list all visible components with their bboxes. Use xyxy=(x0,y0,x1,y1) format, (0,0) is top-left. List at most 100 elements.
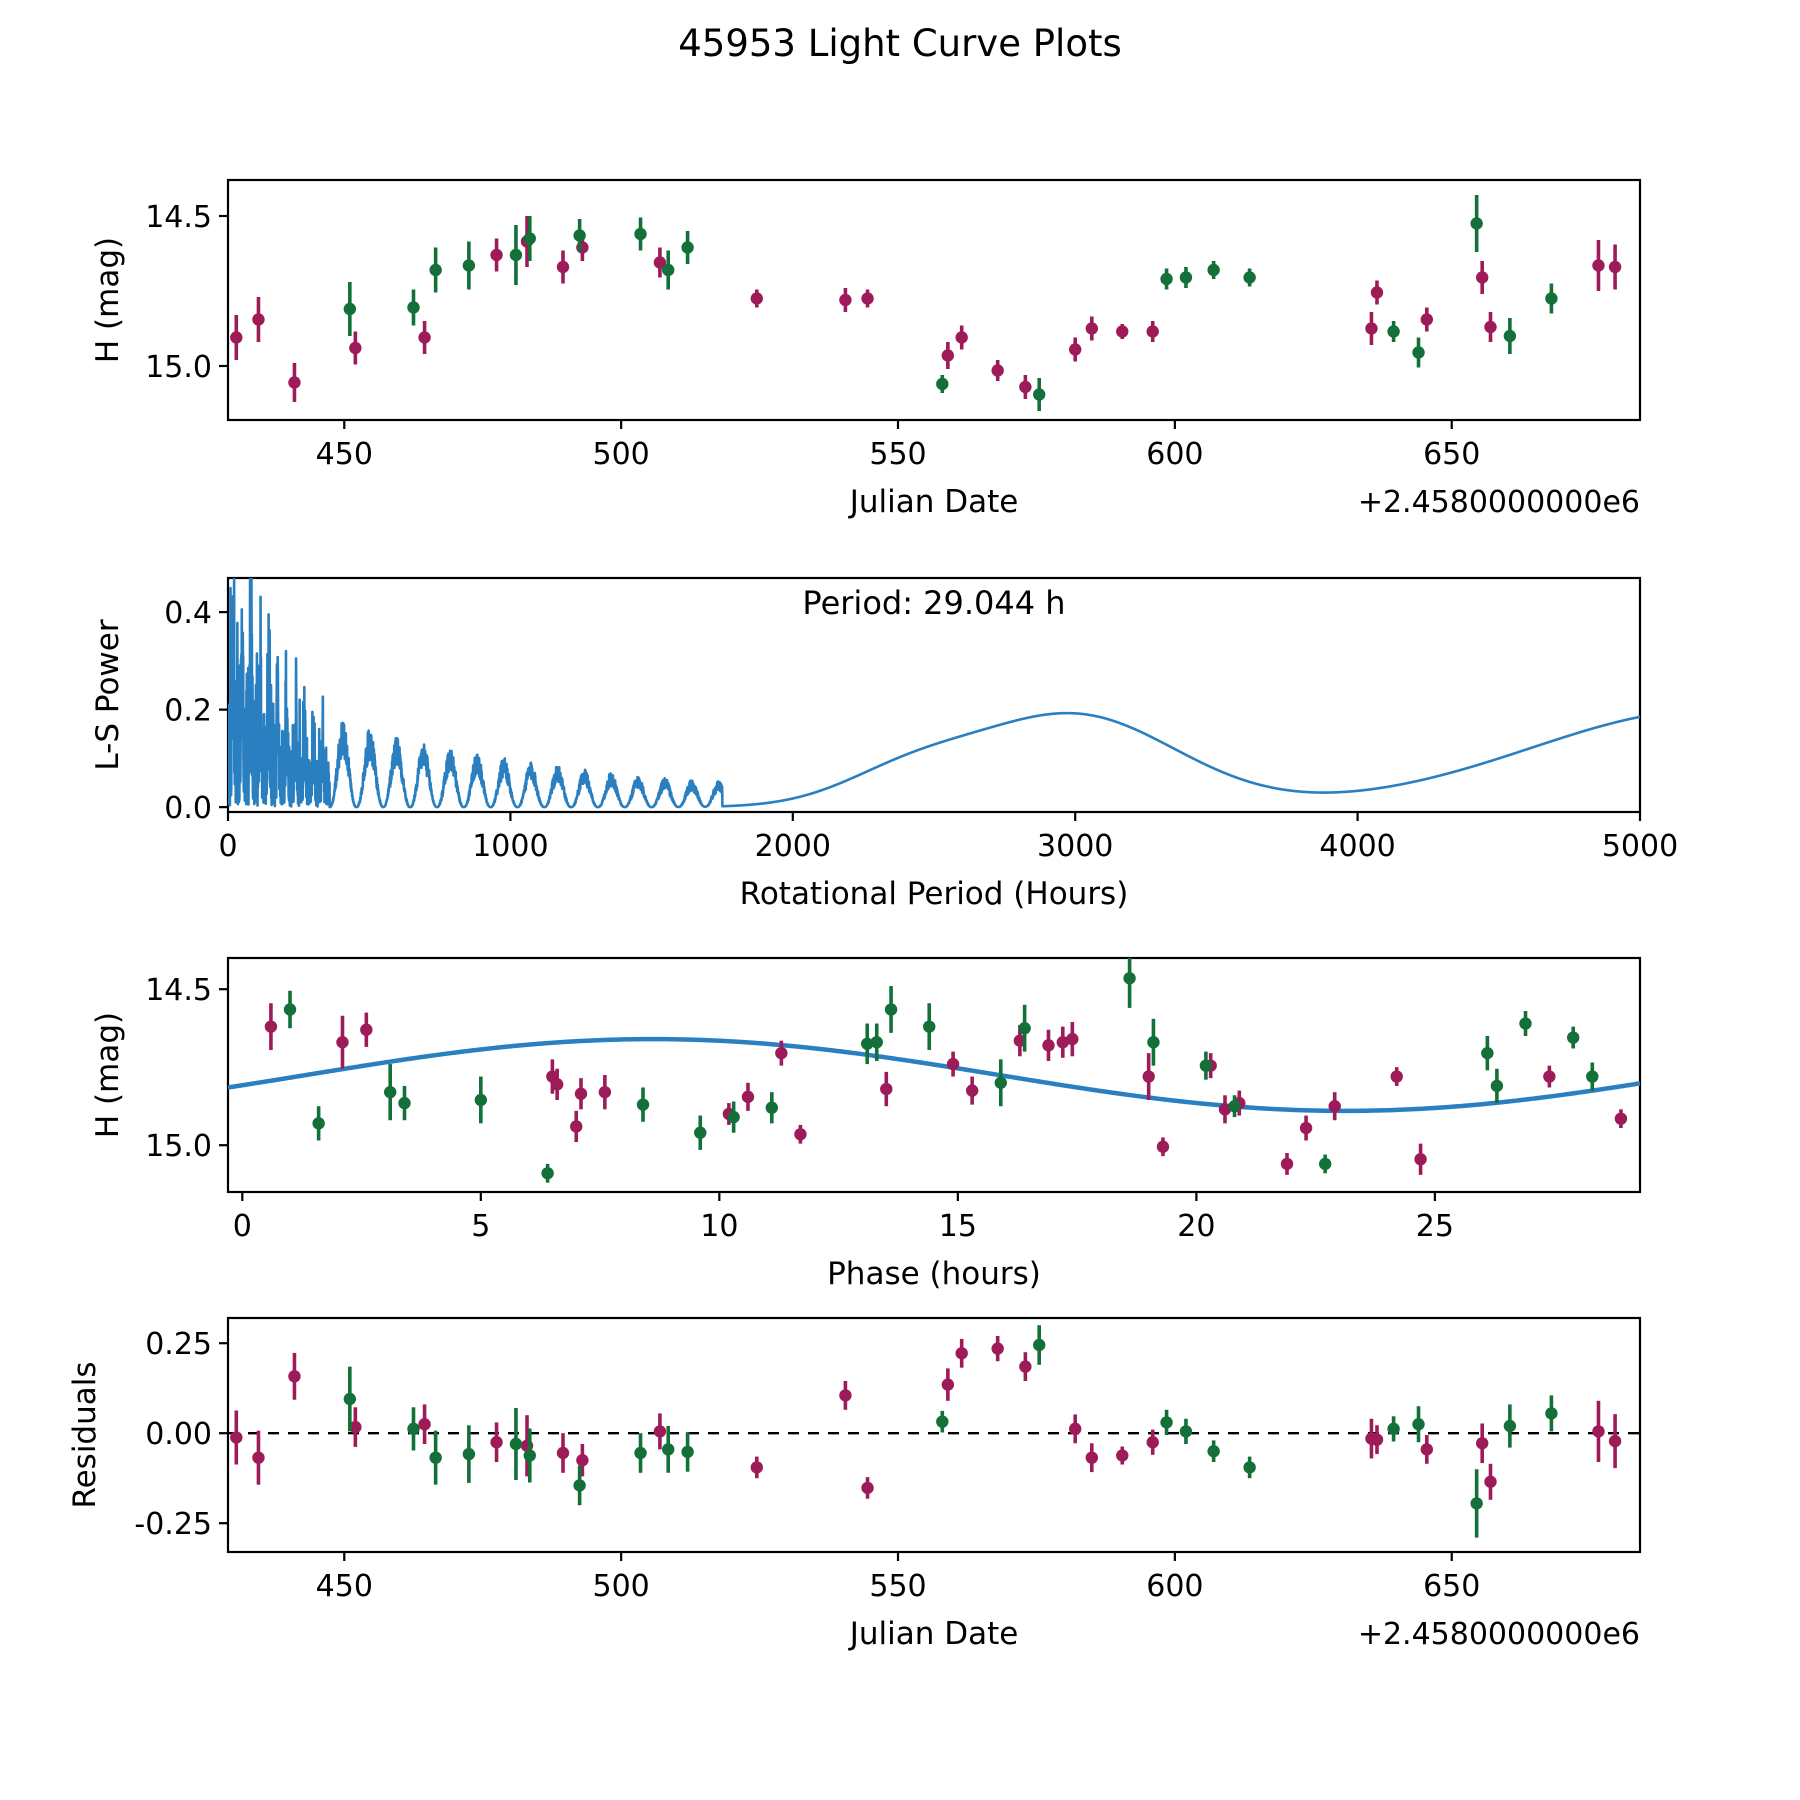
data-point xyxy=(230,1431,243,1444)
data-point xyxy=(360,1023,373,1036)
data-point xyxy=(509,248,523,262)
data-point xyxy=(1503,1419,1517,1433)
data-point xyxy=(1414,1153,1427,1166)
data-point xyxy=(727,1110,740,1124)
data-point xyxy=(1420,313,1434,326)
data-point xyxy=(1412,1418,1425,1431)
data-point xyxy=(1056,1036,1069,1049)
data-point xyxy=(946,1057,960,1071)
data-point xyxy=(1179,271,1193,284)
series-series_a xyxy=(264,1003,1628,1175)
data-point xyxy=(1543,1070,1556,1083)
data-point xyxy=(1243,271,1256,284)
panel-phase-folded: 0 5 10 15 20 25 15.0 14.5 Phase (hours) H (mag) xyxy=(0,940,1800,1292)
data-point xyxy=(1470,217,1483,230)
data-point xyxy=(407,301,420,314)
data-layer xyxy=(230,195,1622,411)
x-tick-label: 4000 xyxy=(1319,829,1395,864)
x-tick-label: 500 xyxy=(593,437,650,472)
data-point xyxy=(861,1037,874,1050)
data-point xyxy=(1042,1039,1055,1052)
y-axis-label: L-S Power xyxy=(90,619,126,770)
data-point xyxy=(1608,260,1622,274)
data-point xyxy=(991,364,1004,377)
y-tick-label: 0.0 xyxy=(164,791,212,826)
data-point xyxy=(1545,292,1558,305)
series-series_b xyxy=(343,195,1558,411)
y-tick-label: -0.25 xyxy=(134,1507,212,1542)
data-point xyxy=(1370,1433,1384,1446)
data-point xyxy=(490,248,503,262)
data-point xyxy=(429,263,442,277)
data-point xyxy=(1608,1434,1622,1448)
y-axis-label: H (mag) xyxy=(90,237,126,363)
data-point xyxy=(523,1449,536,1462)
data-point xyxy=(1484,320,1497,334)
data-point xyxy=(1481,1046,1494,1060)
data-point xyxy=(634,227,647,241)
data-point xyxy=(955,1347,968,1360)
data-point xyxy=(264,1020,278,1033)
data-point xyxy=(636,1098,650,1111)
data-point xyxy=(794,1128,807,1141)
data-point xyxy=(884,1003,898,1016)
data-point xyxy=(1123,972,1136,985)
data-point xyxy=(407,1422,420,1436)
data-point xyxy=(1519,1017,1532,1030)
data-point xyxy=(1085,1451,1099,1464)
data-point xyxy=(750,292,764,305)
data-point xyxy=(1503,329,1517,343)
data-point xyxy=(523,232,536,245)
data-point xyxy=(653,1425,667,1438)
data-point xyxy=(923,1020,936,1033)
data-point xyxy=(462,1447,476,1461)
y-tick-label: 0.2 xyxy=(164,694,212,729)
data-point xyxy=(765,1101,779,1114)
data-point xyxy=(994,1076,1007,1089)
data-point xyxy=(312,1117,325,1130)
data-point xyxy=(1387,325,1400,338)
x-tick-label: 0 xyxy=(218,829,237,864)
data-point xyxy=(941,349,955,362)
data-point xyxy=(252,313,265,326)
data-point xyxy=(252,1451,265,1464)
x-tick-label: 450 xyxy=(316,437,373,472)
data-point xyxy=(283,1003,297,1016)
series-series_a xyxy=(230,216,1622,402)
data-point xyxy=(288,376,301,389)
data-point xyxy=(1085,322,1099,335)
data-point xyxy=(1365,322,1378,335)
data-point xyxy=(556,260,570,274)
y-tick-label: 14.5 xyxy=(145,200,212,235)
data-point xyxy=(1018,1022,1031,1035)
data-point xyxy=(398,1096,411,1110)
x-tick-label: 650 xyxy=(1423,1569,1480,1604)
data-point xyxy=(1019,1360,1032,1373)
x-tick-label: 600 xyxy=(1146,1569,1203,1604)
x-axis-offset-text: +2.4580000000e6 xyxy=(1358,485,1640,520)
data-point xyxy=(839,293,852,307)
y-tick-label: 0.00 xyxy=(145,1417,212,1452)
series-series_b xyxy=(343,1325,1558,1538)
x-axis-label: Julian Date xyxy=(848,484,1019,520)
plot-frame xyxy=(226,576,1642,814)
y-tick-label: 0.4 xyxy=(164,596,212,631)
data-point xyxy=(573,1479,586,1492)
data-point xyxy=(1614,1112,1628,1125)
data-point xyxy=(343,302,357,316)
x-tick-label: 550 xyxy=(869,437,926,472)
data-point xyxy=(1228,1100,1241,1113)
sinusoid-fit-curve xyxy=(228,1036,1640,1114)
data-point xyxy=(750,1461,764,1474)
x-tick-label: 20 xyxy=(1177,1209,1215,1244)
panel-residuals: 450 500 550 600 650 0.25 0.00 -0.25 Julian Date R… xyxy=(0,1300,1800,1652)
data-point xyxy=(1147,1036,1160,1049)
data-point xyxy=(1146,1436,1159,1449)
x-tick-label: 10 xyxy=(700,1209,738,1244)
data-point xyxy=(1387,1422,1400,1436)
data-point xyxy=(1116,325,1129,338)
data-point xyxy=(556,1446,570,1460)
x-tick-label: 0 xyxy=(233,1209,252,1244)
series-series_a xyxy=(230,1336,1622,1500)
x-tick-label: 450 xyxy=(316,1569,373,1604)
